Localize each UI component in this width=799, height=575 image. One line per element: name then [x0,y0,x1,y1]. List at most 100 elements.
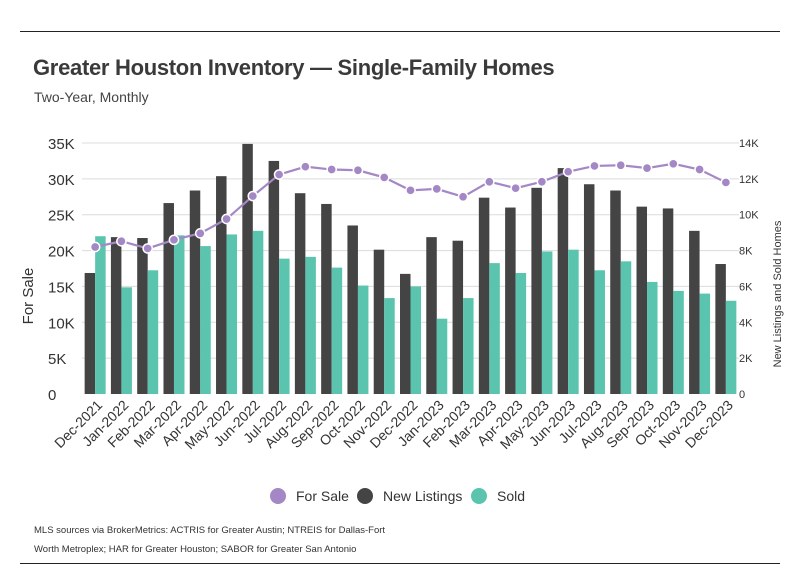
y-tick-label-right: 12K [739,174,759,186]
bars [84,143,737,394]
bar-sold [279,258,290,394]
for-sale-point [667,158,679,170]
y-tick-label-left: 10K [48,315,75,332]
bar-sold [121,287,132,394]
for-sale-point [536,176,548,188]
bar-new-listings [505,207,516,394]
y-tick-label-left: 5K [48,351,66,368]
bar-sold [357,285,369,394]
y-tick-label-right: 4K [739,317,753,329]
bar-sold [410,286,421,394]
bar-new-listings [531,187,542,394]
bar-sold [541,251,553,394]
for-sale-point [431,183,443,195]
for-sale-point [615,159,627,171]
for-sale-point [457,191,469,203]
y-axis-right: 0 2K 4K 6K 8K 10K 12K 14K [739,138,759,401]
top-rule [20,31,780,32]
for-sale-point [510,182,521,194]
x-axis: Dec-2021Jan-2022Feb-2022Mar-2022Apr-2022… [51,397,736,452]
y-tick-label-left: 0 [48,387,56,404]
for-sale-point [194,228,206,239]
for-sale-point [641,162,653,174]
bar-sold [331,267,343,394]
for-sale-point [326,164,338,175]
for-sale-point [352,164,364,176]
bar-new-listings [689,230,700,394]
chart-legend: For Sale New Listings Sold [0,488,799,508]
bar-new-listings [216,176,227,394]
y-tick-label-left: 20K [48,244,75,261]
bar-new-listings [294,193,306,394]
bar-sold [305,256,316,394]
for-sale-point [720,177,732,188]
y-tick-label-left: 15K [48,279,75,296]
bar-new-listings [610,190,621,394]
bar-sold [384,298,395,394]
bar-sold [699,293,711,394]
y-tick-label-right: 10K [739,210,759,222]
y-tick-label-right: 0 [739,389,745,401]
bar-new-listings [347,225,358,394]
y-axis-label-left: For Sale [20,268,37,325]
legend-label-sold: Sold [497,488,526,504]
legend-swatch-for-sale [270,488,286,504]
bar-sold [173,235,185,394]
bar-new-listings [426,237,437,394]
y-tick-label-right: 8K [739,246,753,258]
for-sale-point [483,176,495,188]
for-sale-point [589,160,600,172]
bar-sold [489,263,500,394]
footnote-line-2: Worth Metroplex; HAR for Greater Houston… [34,544,357,555]
bar-new-listings [662,208,674,394]
bar-sold [725,300,737,394]
for-sale-point [273,169,285,180]
bar-sold [620,261,632,394]
y-tick-label-right: 6K [739,281,753,293]
legend-item-for-sale: For Sale [270,488,349,504]
for-sale-point [378,172,390,183]
bar-new-listings [189,190,201,394]
bar-new-listings [583,184,595,394]
footnote-line-1: MLS sources via BrokerMetrics: ACTRIS fo… [34,525,386,536]
bar-sold [463,298,474,394]
bar-new-listings [84,272,96,394]
chart-subtitle: Two-Year, Monthly [34,89,149,105]
y-tick-label-left: 30K [48,172,75,189]
for-sale-point [89,241,101,253]
legend-item-sold: Sold [471,488,525,504]
for-sale-point [694,164,705,175]
for-sale-point [562,166,574,178]
bar-sold [200,246,211,394]
y-axis-left: 0 5K 10K 15K 20K 25K 30K 35K [48,136,75,404]
for-sale-line [89,158,732,254]
bar-sold [252,230,264,394]
for-sale-point [221,213,232,225]
bottom-rule [20,563,780,564]
legend-item-new-listings: New Listings [357,488,462,504]
legend-label-for-sale: For Sale [296,488,349,504]
bar-new-listings [163,203,174,394]
y-tick-label-right: 2K [739,353,753,365]
bar-new-listings [137,238,148,394]
bar-new-listings [478,197,490,394]
for-sale-point [247,190,259,202]
bar-new-listings [373,249,385,394]
for-sale-point [142,243,154,254]
bar-sold [673,290,684,394]
bar-sold [568,249,579,394]
bar-new-listings [636,206,648,394]
bar-new-listings [268,160,280,394]
bar-new-listings [452,240,464,394]
legend-swatch-sold [471,488,487,504]
bar-new-listings [400,273,411,394]
chart-plot: 0 5K 10K 15K 20K 25K 30K 35K 0 2K 4K 6K 8K 10K 12K 14K… [20,136,784,452]
bar-sold [147,270,159,394]
bar-new-listings [715,264,726,394]
legend-swatch-new-listings [357,488,373,504]
y-tick-label-left: 35K [48,136,75,153]
bar-new-listings [321,203,332,394]
y-tick-label-left: 25K [48,208,75,225]
bar-sold [594,270,605,394]
for-sale-point [116,235,127,247]
